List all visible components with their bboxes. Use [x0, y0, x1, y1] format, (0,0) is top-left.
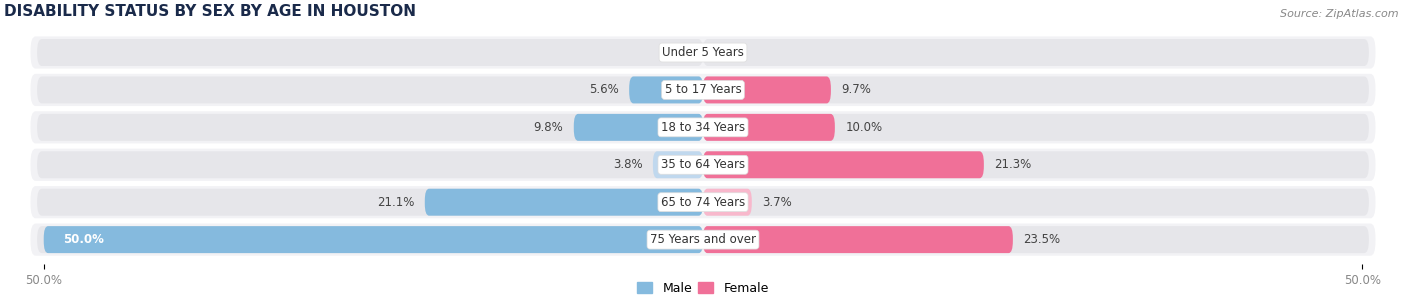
FancyBboxPatch shape — [37, 77, 703, 103]
FancyBboxPatch shape — [703, 189, 1369, 216]
FancyBboxPatch shape — [703, 189, 752, 216]
Text: 35 to 64 Years: 35 to 64 Years — [661, 158, 745, 171]
FancyBboxPatch shape — [703, 114, 835, 141]
FancyBboxPatch shape — [31, 74, 1375, 106]
FancyBboxPatch shape — [652, 151, 703, 178]
FancyBboxPatch shape — [31, 36, 1375, 69]
FancyBboxPatch shape — [37, 189, 703, 216]
FancyBboxPatch shape — [425, 189, 703, 216]
FancyBboxPatch shape — [37, 114, 703, 141]
Text: 23.5%: 23.5% — [1024, 233, 1060, 246]
Text: 0.0%: 0.0% — [716, 46, 745, 59]
Text: Under 5 Years: Under 5 Years — [662, 46, 744, 59]
Text: 5.6%: 5.6% — [589, 83, 619, 96]
FancyBboxPatch shape — [44, 226, 703, 253]
Text: 50.0%: 50.0% — [63, 233, 104, 246]
FancyBboxPatch shape — [628, 77, 703, 103]
FancyBboxPatch shape — [703, 151, 1369, 178]
Legend: Male, Female: Male, Female — [633, 277, 773, 300]
FancyBboxPatch shape — [703, 151, 984, 178]
FancyBboxPatch shape — [37, 226, 703, 253]
Text: 9.8%: 9.8% — [533, 121, 564, 134]
Text: 21.1%: 21.1% — [377, 196, 415, 209]
Text: 3.7%: 3.7% — [762, 196, 792, 209]
FancyBboxPatch shape — [703, 114, 1369, 141]
FancyBboxPatch shape — [31, 111, 1375, 143]
FancyBboxPatch shape — [703, 226, 1369, 253]
FancyBboxPatch shape — [37, 39, 703, 66]
Text: 5 to 17 Years: 5 to 17 Years — [665, 83, 741, 96]
Text: 18 to 34 Years: 18 to 34 Years — [661, 121, 745, 134]
Text: 10.0%: 10.0% — [845, 121, 883, 134]
Text: 3.8%: 3.8% — [613, 158, 643, 171]
Text: 21.3%: 21.3% — [994, 158, 1032, 171]
FancyBboxPatch shape — [703, 77, 831, 103]
Text: 65 to 74 Years: 65 to 74 Years — [661, 196, 745, 209]
Text: 0.0%: 0.0% — [661, 46, 690, 59]
Text: DISABILITY STATUS BY SEX BY AGE IN HOUSTON: DISABILITY STATUS BY SEX BY AGE IN HOUST… — [4, 4, 416, 19]
FancyBboxPatch shape — [703, 39, 1369, 66]
Text: 75 Years and over: 75 Years and over — [650, 233, 756, 246]
FancyBboxPatch shape — [574, 114, 703, 141]
FancyBboxPatch shape — [31, 149, 1375, 181]
FancyBboxPatch shape — [37, 151, 703, 178]
Text: Source: ZipAtlas.com: Source: ZipAtlas.com — [1281, 9, 1399, 19]
FancyBboxPatch shape — [703, 226, 1012, 253]
Text: 9.7%: 9.7% — [841, 83, 872, 96]
FancyBboxPatch shape — [31, 223, 1375, 256]
FancyBboxPatch shape — [703, 77, 1369, 103]
FancyBboxPatch shape — [31, 186, 1375, 218]
